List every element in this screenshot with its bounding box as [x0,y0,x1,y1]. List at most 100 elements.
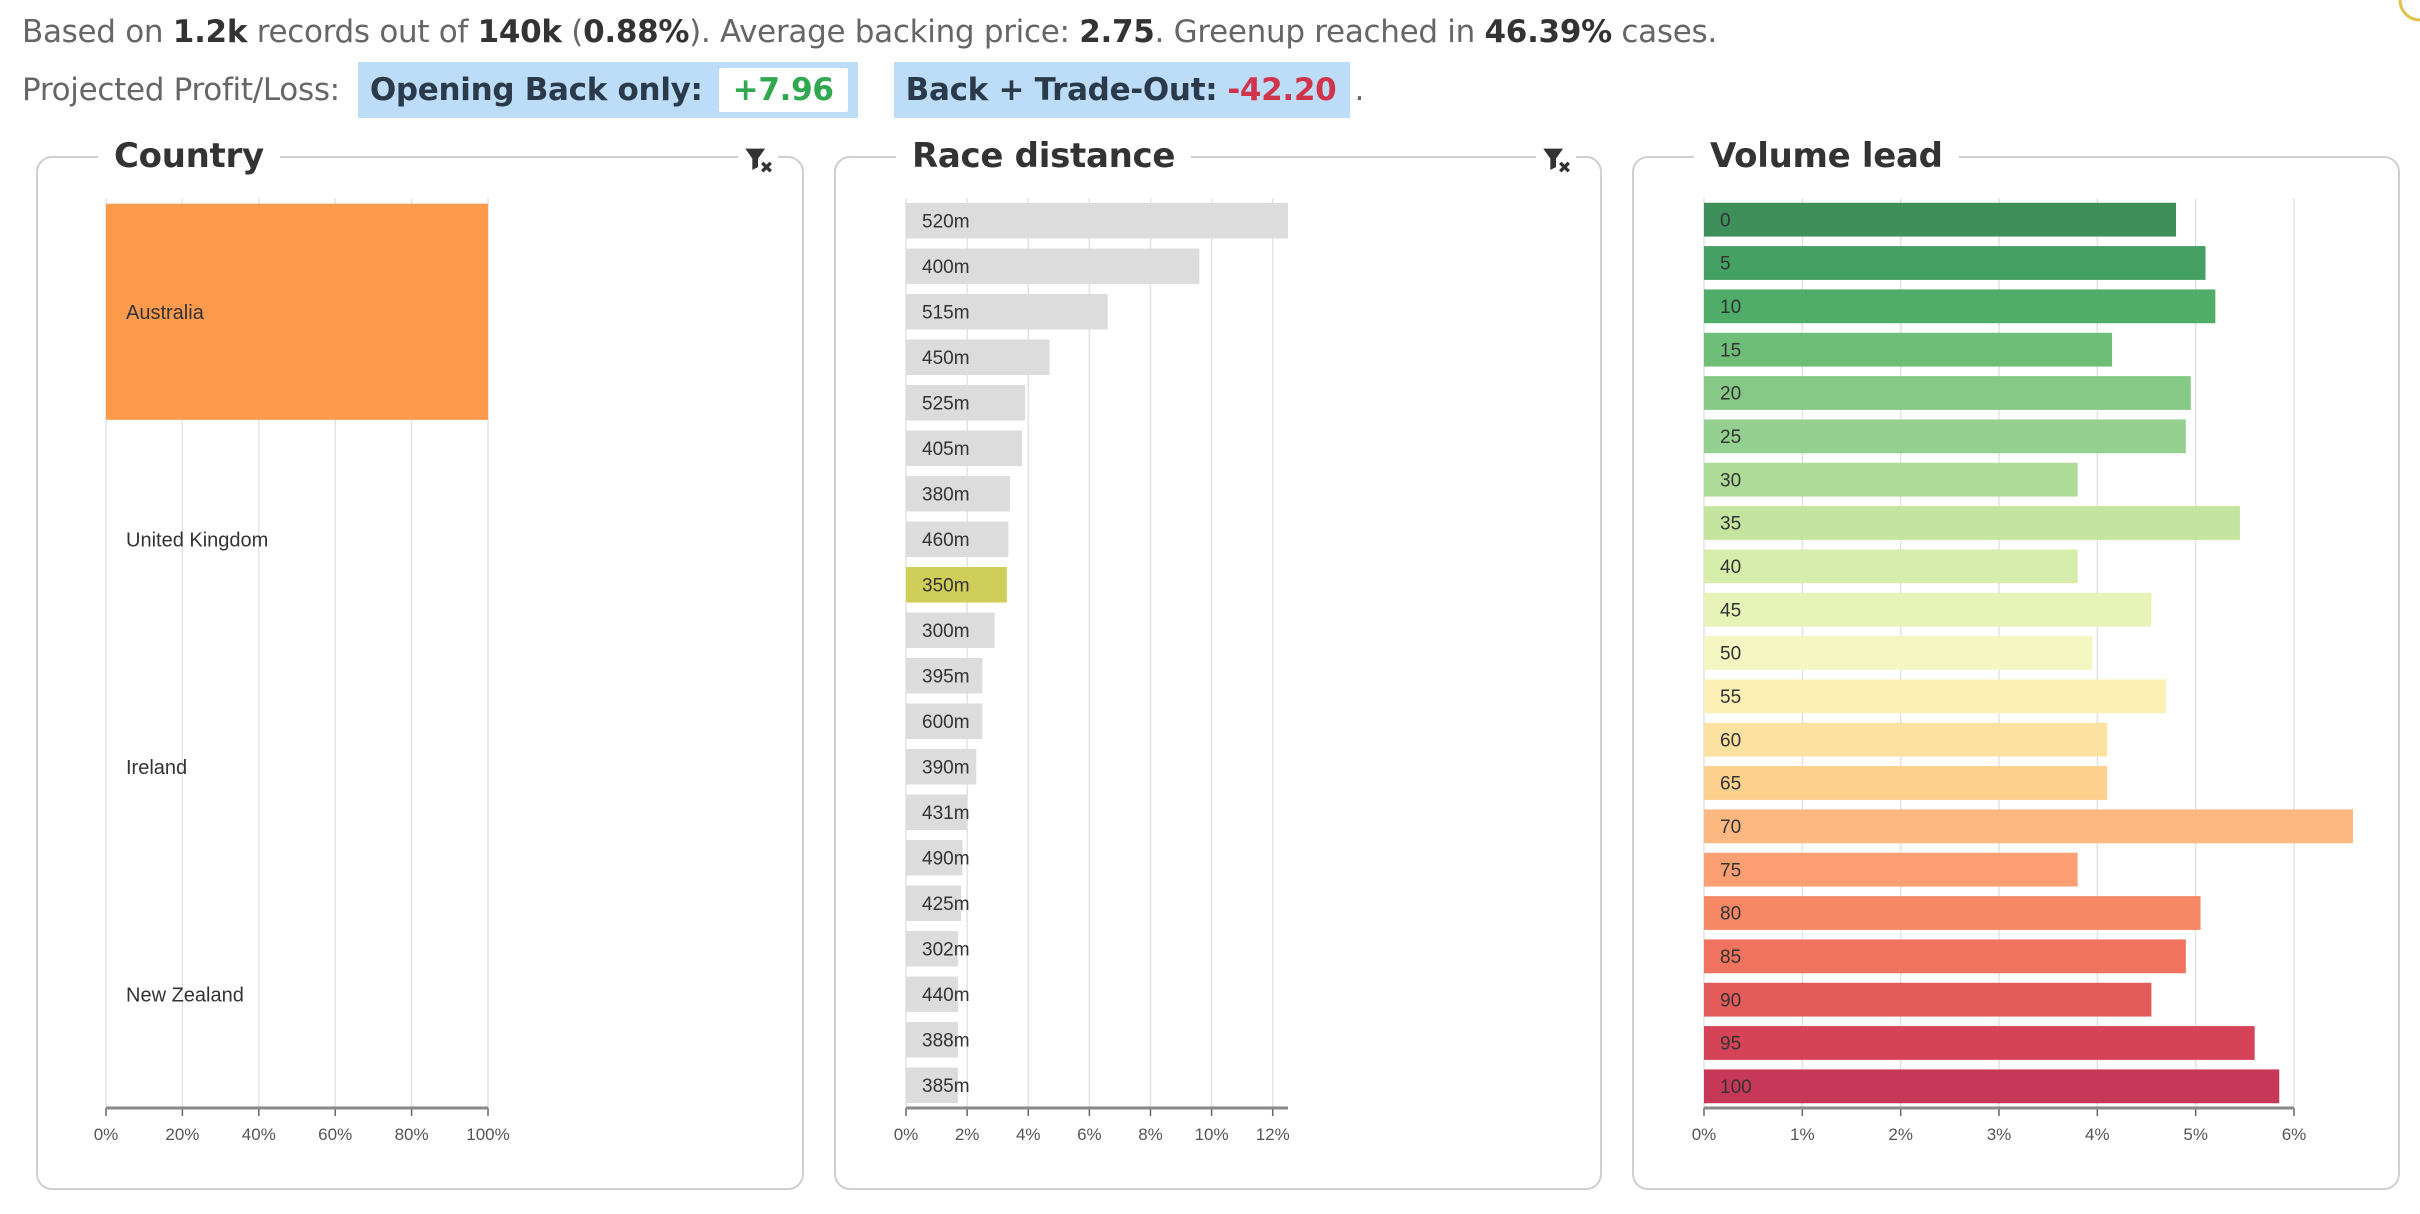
bar-label: 450m [922,348,970,369]
bar [906,567,1007,603]
x-tick-label: 3% [1987,1125,2012,1144]
profit-loss-label: Projected Profit/Loss: [22,72,340,108]
bar-label: 60 [1720,730,1741,751]
bar [906,476,1010,512]
bar [1704,1026,2255,1060]
trade-out-label: Back + Trade-Out: [905,72,1218,108]
bar [1704,809,2353,844]
trailing-period: . [1354,72,1364,108]
opening-back-box: Opening Back only: +7.96 [357,62,858,118]
bar [1704,939,2186,974]
bar [906,521,1009,557]
bar [1704,202,2176,237]
bar [1704,419,2186,454]
x-tick-label: 8% [1138,1125,1163,1144]
bar-label: United Kingdom [126,529,268,551]
bar [906,430,1023,466]
summary-text: ( [561,14,584,50]
volume-lead-panel: Volume lead 0% 1% 2% 3% 4% 5% 6% 0 5 10 15 20 25 30 35… [1632,136,2400,1190]
bar [1704,506,2240,540]
bar-label: Australia [126,302,205,324]
volume-lead-chart: 0% 1% 2% 3% 4% 5% 6% 0 5 10 15 20 25 30 35 40 45 50 55 60 65… [1692,198,2353,1144]
race-distance-chart: 0% 2% 4% 6% 8% 10% 12% 520m 400m 515m 450m 525m 405m… [894,198,1290,1144]
x-tick-label: 2% [955,1125,980,1144]
bar [906,294,1108,330]
bar [1704,462,2078,497]
bar [906,1067,958,1103]
bar [906,203,1288,239]
bar-label: 425m [922,894,970,915]
average-price: 2.75 [1079,14,1155,50]
bar [906,658,983,694]
bar-label: 40 [1720,557,1741,578]
bar-label: 95 [1720,1034,1741,1055]
bar-label: 55 [1720,687,1741,708]
bar [906,840,963,876]
summary-text: ). Average backing price: [689,14,1080,50]
bar-label: 380m [922,484,970,505]
bar-label: 390m [922,757,970,778]
bar-label: 490m [922,848,970,869]
x-tick-label: 2% [1888,1125,1913,1144]
bar [1704,376,2191,410]
summary-text: records out of [247,14,478,50]
trade-out-box: Back + Trade-Out: -42.20 [893,62,1351,118]
race-distance-panel: Race distance 0% 2% 4% 6% 8% 10% 12% 520m 400m 51… [834,136,1602,1190]
bar-label: 65 [1720,774,1741,795]
bar-label: 385m [922,1076,970,1097]
records-count: 1.2k [172,14,248,50]
bar [906,885,962,921]
bar [906,339,1050,375]
bar-label: 85 [1720,947,1741,968]
bar [1704,246,2206,280]
bar-label: New Zealand [126,984,244,1006]
bar-label: 5 [1720,254,1731,275]
bar-label: 70 [1720,817,1741,838]
records-total: 140k [477,14,562,50]
records-percent: 0.88% [583,14,690,50]
country-chart: 0% 20% 40% 60% 80% 100% Australia United Kingdo… [94,198,510,1144]
bar-label: 10 [1720,297,1741,318]
x-tick-label: 5% [2183,1125,2208,1144]
filter-clear-icon[interactable] [738,140,778,180]
bar-label: 515m [922,302,970,323]
bar-label: 395m [922,666,970,687]
bar-label: 0 [1720,210,1731,231]
bar-label: 45 [1720,600,1741,621]
bar-label: 440m [922,985,970,1006]
opening-back-value: +7.96 [718,68,848,112]
bar-label: 20 [1720,384,1741,405]
summary-text: cases. [1611,14,1717,50]
bar [906,612,995,648]
bar [1704,852,2078,887]
bar [1704,679,2167,714]
greenup-percent: 46.39% [1484,14,1613,50]
panel-title: Country [98,136,280,176]
filter-clear-icon[interactable] [1536,140,1576,180]
bar [1704,289,2216,324]
bar-label: 302m [922,939,970,960]
summary-text: . Greenup reached in [1154,14,1485,50]
bar-label: Ireland [126,757,187,779]
bar-label: 300m [922,621,970,642]
bar-label: 405m [922,439,970,460]
bar-label: 525m [922,393,970,414]
bar-label: 600m [922,712,970,733]
bar [1704,766,2108,800]
bar-label: 400m [922,257,970,278]
bar-label: 431m [922,803,970,824]
x-tick-label: 80% [395,1125,429,1144]
bar [1704,896,2201,930]
bar-label: 35 [1720,514,1741,535]
bar [1704,592,2152,627]
country-panel: Country 0% 20% 40% 60% 80% 100% Australia Unite… [36,136,804,1190]
opening-back-label: Opening Back only: [369,72,703,108]
records-summary: Based on 1.2k records out of 140k (0.88%… [22,14,1717,50]
bar [106,203,488,420]
x-tick-label: 1% [1790,1125,1815,1144]
bar-label: 388m [922,1030,970,1051]
x-tick-label: 40% [242,1125,276,1144]
x-tick-label: 60% [318,1125,352,1144]
bar [1704,332,2113,367]
bar-label: 460m [922,530,970,551]
